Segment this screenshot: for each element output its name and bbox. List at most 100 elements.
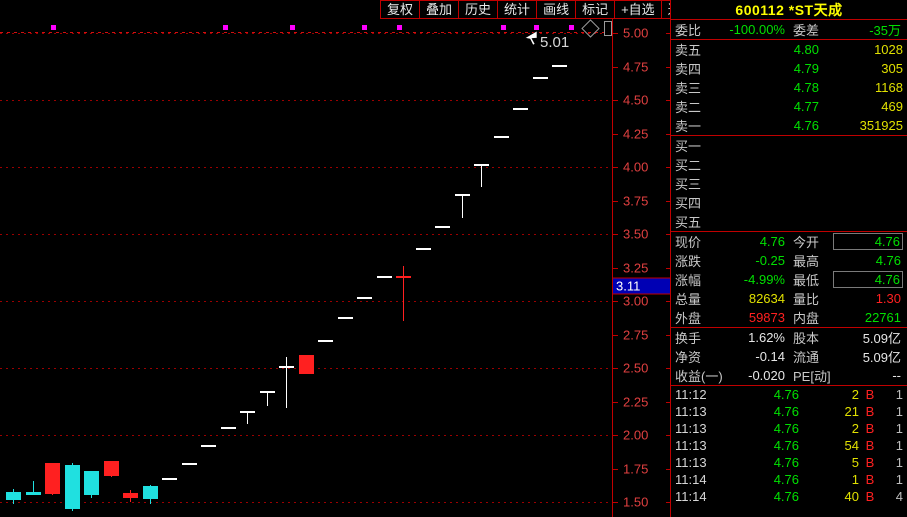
chart-marker xyxy=(397,25,402,30)
ask-price: 4.80 xyxy=(793,42,819,57)
ask-price: 4.76 xyxy=(793,118,819,133)
axis-tick xyxy=(666,66,671,68)
axis-tick xyxy=(613,368,618,370)
bid-row[interactable]: 买一 xyxy=(671,136,907,155)
ask-row[interactable]: 卖二 4.77 469 xyxy=(671,97,907,116)
axis-tick xyxy=(613,133,618,135)
toolbar-huaxian[interactable]: 画线 xyxy=(537,1,577,18)
candle-body xyxy=(142,486,158,499)
axis-price-label: 3.00 xyxy=(623,293,649,309)
toolbar-add-favorite[interactable]: +自选 xyxy=(615,1,662,18)
toolbar-tongji[interactable]: 统计 xyxy=(498,1,538,18)
ask-row[interactable]: 卖四 4.79 305 xyxy=(671,59,907,78)
axis-tick xyxy=(613,66,618,68)
ask-row[interactable]: 卖五 4.80 1028 xyxy=(671,40,907,59)
weicha-label: 委差 xyxy=(793,23,820,38)
ask-volume: 469 xyxy=(881,99,903,114)
candle-wick xyxy=(461,194,463,218)
chart-gridline xyxy=(0,167,612,168)
axis-tick xyxy=(666,301,671,303)
stat-value: 4.76 xyxy=(759,234,785,249)
axis-price-label: 4.75 xyxy=(623,59,649,75)
price-axis: 5.00 4.75 4.50 4.25 4.00 3.75 3.50 3.25 3.00 2.75… xyxy=(612,19,671,517)
chart-plot-area[interactable]: 5.01 xyxy=(0,19,612,517)
tick-price: 4.76 xyxy=(773,455,799,470)
ask-price: 4.78 xyxy=(793,80,819,95)
axis-tick xyxy=(613,301,618,303)
tick-side: B xyxy=(865,438,875,453)
ask-volume: 1168 xyxy=(875,80,903,95)
bid-row[interactable]: 买二 xyxy=(671,155,907,174)
limit-move-bar xyxy=(513,108,528,110)
tick-time: 11:13 xyxy=(675,438,707,453)
weicha-value: -35万 xyxy=(869,23,901,38)
stat-value: -0.25 xyxy=(755,253,785,268)
quote-panel: 600112 *ST天成 委比 -100.00% 委差 -35万 卖五 4.80 1… xyxy=(670,0,907,517)
bid-row[interactable]: 买五 xyxy=(671,212,907,231)
candlestick-chart[interactable]: 5.01 xyxy=(0,19,612,517)
tick-price: 4.76 xyxy=(773,421,799,436)
tick-row[interactable]: 11:14 4.76 1 B 1 xyxy=(671,471,907,488)
limit-move-bar xyxy=(337,317,353,319)
axis-tick xyxy=(666,435,671,437)
tick-price: 4.76 xyxy=(773,438,799,453)
chart-marker xyxy=(362,25,367,30)
fundamental-row: 换手 1.62% 股本 5.09亿 xyxy=(671,328,907,347)
axis-price-label: 4.00 xyxy=(623,159,649,175)
tick-price: 4.76 xyxy=(773,387,799,402)
candle-body xyxy=(103,461,119,476)
axis-price-label: 2.00 xyxy=(623,427,649,443)
ask-row[interactable]: 卖三 4.78 1168 xyxy=(671,78,907,97)
tick-count: 1 xyxy=(895,472,903,487)
tick-row[interactable]: 11:13 4.76 2 B 1 xyxy=(671,420,907,437)
bid-row[interactable]: 买四 xyxy=(671,193,907,212)
chart-marker xyxy=(223,25,228,30)
ask-levels: 卖五 4.80 1028 卖四 4.79 305 卖三 4.78 1168 卖二 4.77 469 卖一… xyxy=(671,39,907,135)
axis-tick xyxy=(666,234,671,236)
stat-label-2: 最低 xyxy=(793,273,820,288)
tick-row[interactable]: 11:12 4.76 2 B 1 xyxy=(671,386,907,403)
toolbar-fuquan[interactable]: 复权 xyxy=(381,1,421,18)
fundamental-label: 收益(一) xyxy=(675,369,723,384)
axis-tick xyxy=(666,267,671,269)
split-panel-icon[interactable] xyxy=(604,21,612,36)
tick-row[interactable]: 11:13 4.76 54 B 1 xyxy=(671,437,907,454)
stat-value-2: 4.76 xyxy=(875,253,901,268)
ask-row[interactable]: 卖一 4.76 351925 xyxy=(671,116,907,135)
ask-volume: 1028 xyxy=(874,42,903,57)
toolbar-lishi[interactable]: 历史 xyxy=(459,1,499,18)
axis-price-label: 2.75 xyxy=(623,327,649,343)
candle-body xyxy=(84,471,99,495)
tick-side: B xyxy=(865,455,875,470)
axis-tick xyxy=(666,200,671,202)
chart-gridline xyxy=(0,301,612,302)
chart-gridline xyxy=(0,33,612,34)
axis-price-label: 3.50 xyxy=(623,226,649,242)
chart-marker xyxy=(290,25,295,30)
chart-gridline xyxy=(0,435,612,436)
axis-tick xyxy=(613,401,618,403)
limit-move-bar xyxy=(415,248,431,250)
ask-label: 卖四 xyxy=(675,62,702,77)
bid-row[interactable]: 买三 xyxy=(671,174,907,193)
stat-label: 外盘 xyxy=(675,311,702,326)
reference-line-501 xyxy=(0,32,612,33)
tick-list[interactable]: 11:12 4.76 2 B 1 11:13 4.76 21 B 1 11:13 4.76 2 B 1 11:… xyxy=(671,385,907,505)
tick-count: 1 xyxy=(895,387,903,402)
axis-tick xyxy=(666,368,671,370)
tick-price: 4.76 xyxy=(773,489,799,504)
tick-row[interactable]: 11:13 4.76 21 B 1 xyxy=(671,403,907,420)
candle-wick xyxy=(247,411,248,424)
tick-row[interactable]: 11:14 4.76 40 B 4 xyxy=(671,488,907,505)
tick-count: 1 xyxy=(895,421,903,436)
stat-value-2: 4.76 xyxy=(833,233,903,250)
stat-label: 总量 xyxy=(675,292,702,307)
toolbar-biaoji[interactable]: 标记 xyxy=(576,1,616,18)
tick-count: 1 xyxy=(895,404,903,419)
tick-side: B xyxy=(865,404,875,419)
tick-row[interactable]: 11:13 4.76 5 B 1 xyxy=(671,454,907,471)
toolbar-diejia[interactable]: 叠加 xyxy=(420,1,460,18)
ask-price: 4.79 xyxy=(793,61,819,76)
tick-volume: 2 xyxy=(851,421,859,436)
